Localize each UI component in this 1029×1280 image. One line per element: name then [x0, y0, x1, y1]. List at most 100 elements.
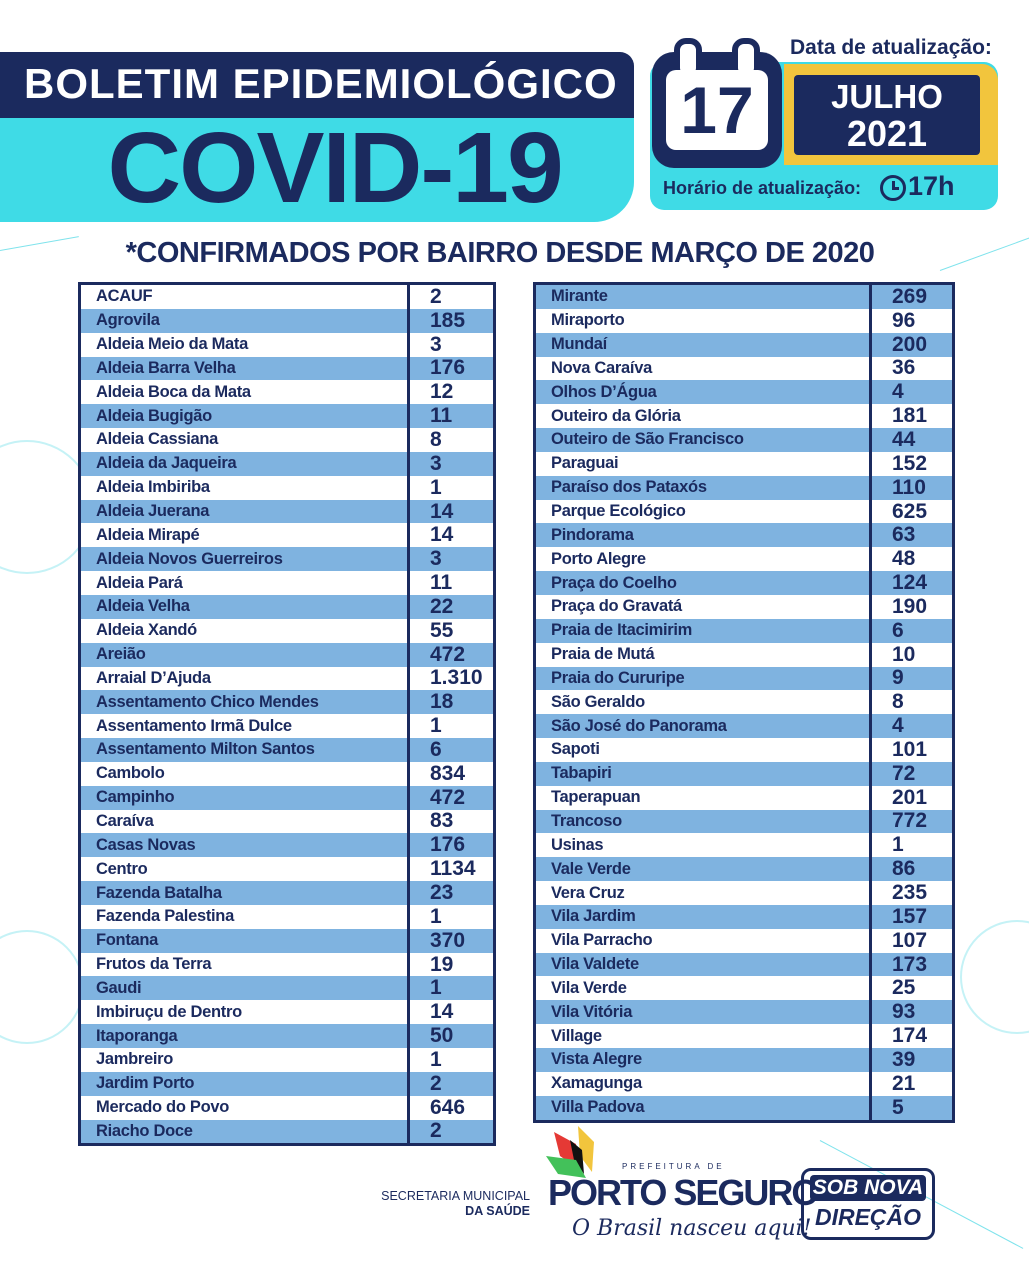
- confirmed-count: 200: [869, 333, 952, 357]
- table-row: Aldeia da Jaqueira 3: [81, 452, 493, 476]
- confirmed-count: 1: [869, 833, 952, 858]
- table-row: Villa Padova 5: [536, 1096, 952, 1120]
- confirmed-count: 3: [407, 452, 493, 476]
- table-row: Vila Vitória 93: [536, 1000, 952, 1025]
- neighborhood-name: Agrovila: [96, 311, 160, 330]
- confirmed-count: 55: [407, 619, 493, 643]
- table-row: Vila Parracho 107: [536, 929, 952, 953]
- table-row: Aldeia Xandó 55: [81, 619, 493, 643]
- table-row: Mercado do Povo 646: [81, 1096, 493, 1120]
- table-row: Riacho Doce 2: [81, 1119, 493, 1144]
- confirmed-count: 6: [407, 738, 493, 762]
- secretaria-label: SECRETARIA MUNICIPAL DA SAÚDE: [370, 1189, 530, 1219]
- table-row: Fazenda Batalha 23: [81, 881, 493, 905]
- covid-banner: [0, 118, 634, 222]
- table-row: Praia do Cururipe 9: [536, 666, 952, 691]
- confirmed-count: 39: [869, 1048, 952, 1072]
- confirmed-count: 124: [869, 571, 952, 595]
- table-row: Outeiro de São Francisco 44: [536, 428, 952, 452]
- table-row: Aldeia Barra Velha 176: [81, 356, 493, 381]
- confirmed-count: 11: [407, 404, 493, 429]
- table-row: Miraporto 96: [536, 309, 952, 333]
- main-title: COVID-19: [107, 112, 564, 224]
- table-row: Casas Novas 176: [81, 833, 493, 858]
- confirmed-count: 772: [869, 809, 952, 834]
- update-time: 17h: [908, 171, 955, 201]
- table-row: Mirante 269: [536, 285, 952, 309]
- confirmed-count: 201: [869, 786, 952, 810]
- neighborhood-name: Nova Caraíva: [551, 358, 652, 377]
- table-row: Assentamento Irmã Dulce 1: [81, 714, 493, 739]
- table-row: Vera Cruz 235: [536, 881, 952, 905]
- table-row: Vila Valdete 173: [536, 953, 952, 977]
- neighborhood-name: Village: [551, 1026, 602, 1045]
- confirmed-count: 83: [407, 809, 493, 834]
- table-row: Cambolo 834: [81, 762, 493, 786]
- neighborhood-name: Casas Novas: [96, 835, 196, 854]
- confirmed-count: 4: [869, 380, 952, 405]
- confirmed-count: 1.310: [407, 666, 493, 691]
- neighborhood-name: Usinas: [551, 835, 604, 854]
- neighborhood-name: Aldeia Meio da Mata: [96, 335, 249, 354]
- table-row: Frutos da Terra 19: [81, 953, 493, 977]
- neighborhood-name: São José do Panorama: [551, 716, 727, 735]
- neighborhood-name: Paraguai: [551, 454, 619, 473]
- confirmed-count: 1: [407, 1048, 493, 1072]
- table-row: Aldeia Pará 11: [81, 571, 493, 595]
- logo-name: PORTO SEGURO: [548, 1172, 819, 1213]
- confirmed-count: 6: [869, 619, 952, 643]
- table-row: Aldeia Bugigão 11: [81, 404, 493, 429]
- neighborhood-name: Aldeia Juerana: [96, 502, 210, 521]
- confirmed-count: 176: [407, 356, 493, 381]
- table-row: Aldeia Cassiana 8: [81, 428, 493, 452]
- secretaria-line1: SECRETARIA MUNICIPAL: [381, 1189, 530, 1203]
- neighborhood-name: Aldeia Mirapé: [96, 525, 200, 544]
- neighborhood-name: Cambolo: [96, 764, 165, 783]
- table-row: ACAUF 2: [81, 285, 493, 309]
- table-row: Sapoti 101: [536, 738, 952, 762]
- confirmed-count: 235: [869, 881, 952, 905]
- table-row: Trancoso 772: [536, 809, 952, 834]
- neighborhood-name: Paraíso dos Pataxós: [551, 478, 707, 497]
- porto-seguro-logo: PREFEITURA DE PORTO SEGURO O Brasil nasc…: [540, 1126, 819, 1246]
- neighborhood-name: Areião: [96, 645, 146, 664]
- neighborhood-name: Vila Valdete: [551, 955, 639, 974]
- confirmed-count: 23: [407, 881, 493, 905]
- virus-decoration-icon: [960, 920, 1029, 1034]
- confirmed-count: 370: [407, 929, 493, 953]
- table-row: Pindorama 63: [536, 523, 952, 548]
- neighborhood-name: Outeiro da Glória: [551, 406, 681, 425]
- table-row: Nova Caraíva 36: [536, 356, 952, 381]
- confirmed-count: 2: [407, 285, 493, 309]
- confirmed-count: 93: [869, 1000, 952, 1025]
- confirmed-count: 1: [407, 476, 493, 500]
- table-row: Itaporanga 50: [81, 1024, 493, 1048]
- neighborhood-name: Frutos da Terra: [96, 955, 212, 974]
- neighborhood-name: São Geraldo: [551, 692, 645, 711]
- neighborhood-name: Vila Parracho: [551, 931, 653, 950]
- neighborhood-name: Campinho: [96, 788, 175, 807]
- month-box: JULHO 2021: [784, 64, 998, 165]
- update-year: 2021: [846, 113, 928, 154]
- confirmed-count: 110: [869, 476, 952, 500]
- neighborhood-name: Riacho Doce: [96, 1121, 193, 1140]
- neighborhood-name: Mundaí: [551, 335, 607, 354]
- neighborhood-name: Assentamento Chico Mendes: [96, 692, 319, 711]
- confirmed-count: 5: [869, 1096, 952, 1120]
- confirmed-count: 11: [407, 571, 493, 595]
- table-row: Olhos D’Água 4: [536, 380, 952, 405]
- neighborhood-name: Fazenda Palestina: [96, 907, 234, 926]
- confirmed-count: 25: [869, 976, 952, 1001]
- update-day: 17: [680, 73, 754, 147]
- neighborhood-name: Miraporto: [551, 311, 625, 330]
- table-row: Mundaí 200: [536, 333, 952, 357]
- badge-bottom: DIREÇÃO: [814, 1204, 922, 1230]
- confirmed-count: 48: [869, 547, 952, 572]
- confirmed-count: 157: [869, 905, 952, 929]
- table-row: Aldeia Velha 22: [81, 595, 493, 619]
- calendar-page: 17: [666, 70, 768, 150]
- neighborhood-name: Aldeia Boca da Mata: [96, 382, 251, 401]
- confirmed-count: 174: [869, 1024, 952, 1048]
- update-month: JULHO: [831, 78, 943, 115]
- table-row: Assentamento Milton Santos 6: [81, 738, 493, 762]
